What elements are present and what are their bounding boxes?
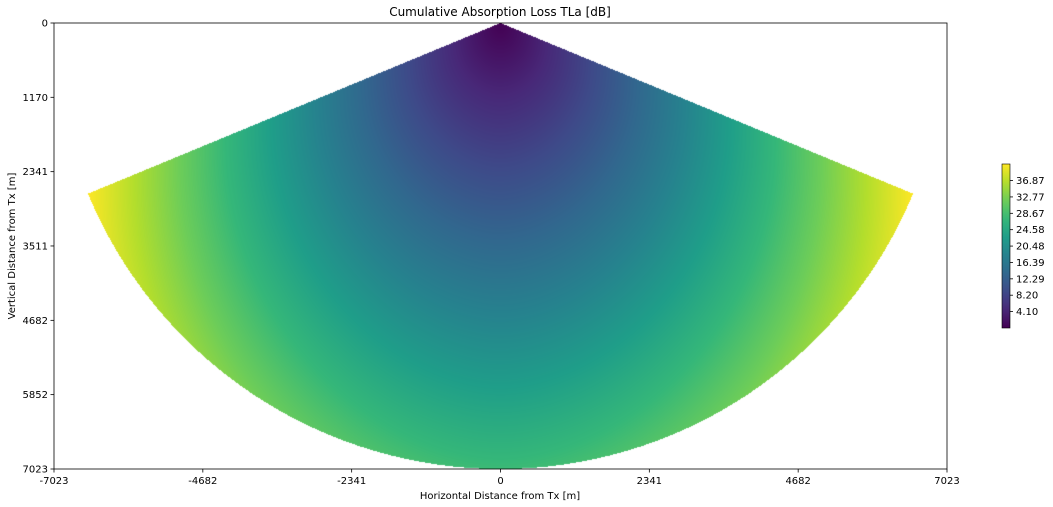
x-tick-label: -4682 [188,476,217,487]
colorbar-tick-label: 36.87 [1016,176,1045,187]
y-tick-label: 5852 [23,390,48,401]
y-axis: 0 1170 2341 3511 4682 5852 7023 [23,19,54,476]
colorbar-tick-label: 28.67 [1016,209,1045,220]
colorbar-tick-label: 32.77 [1016,192,1045,203]
y-tick-label: 2341 [23,167,48,178]
y-tick-label: 7023 [23,465,48,476]
colorbar-tick-label: 12.29 [1016,274,1045,285]
y-tick-label: 1170 [23,93,48,104]
colorbar-tick-label: 8.20 [1016,291,1038,302]
chart-title: Cumulative Absorption Loss TLa [dB] [389,5,611,19]
colorbar-tick-label: 16.39 [1016,258,1045,269]
y-axis-label: Vertical Distance from Tx [m] [7,173,18,320]
x-tick-label: 4682 [785,476,810,487]
x-tick-label: 0 [497,476,503,487]
x-tick-label: -2341 [337,476,366,487]
colorbar: 4.10 8.20 12.29 16.39 20.48 24.58 28.67 32.77 36… [1001,163,1045,329]
y-tick-label: 0 [42,19,48,30]
x-axis-label: Horizontal Distance from Tx [m] [420,491,580,502]
x-tick-label: 7023 [934,476,959,487]
y-tick-label: 4682 [23,316,48,327]
colorbar-tick-label: 4.10 [1016,307,1038,318]
colorbar-gradient [1002,164,1010,328]
y-tick-label: 3511 [23,241,48,252]
absorption-loss-heatmap [54,23,947,469]
colorbar-tick-label: 24.58 [1016,225,1045,236]
plot-area [54,23,947,469]
x-tick-label: 2341 [637,476,662,487]
x-axis: -7023 -4682 -2341 0 2341 4682 7023 [39,469,960,487]
x-tick-label: -7023 [39,476,68,487]
colorbar-tick-label: 20.48 [1016,242,1045,253]
